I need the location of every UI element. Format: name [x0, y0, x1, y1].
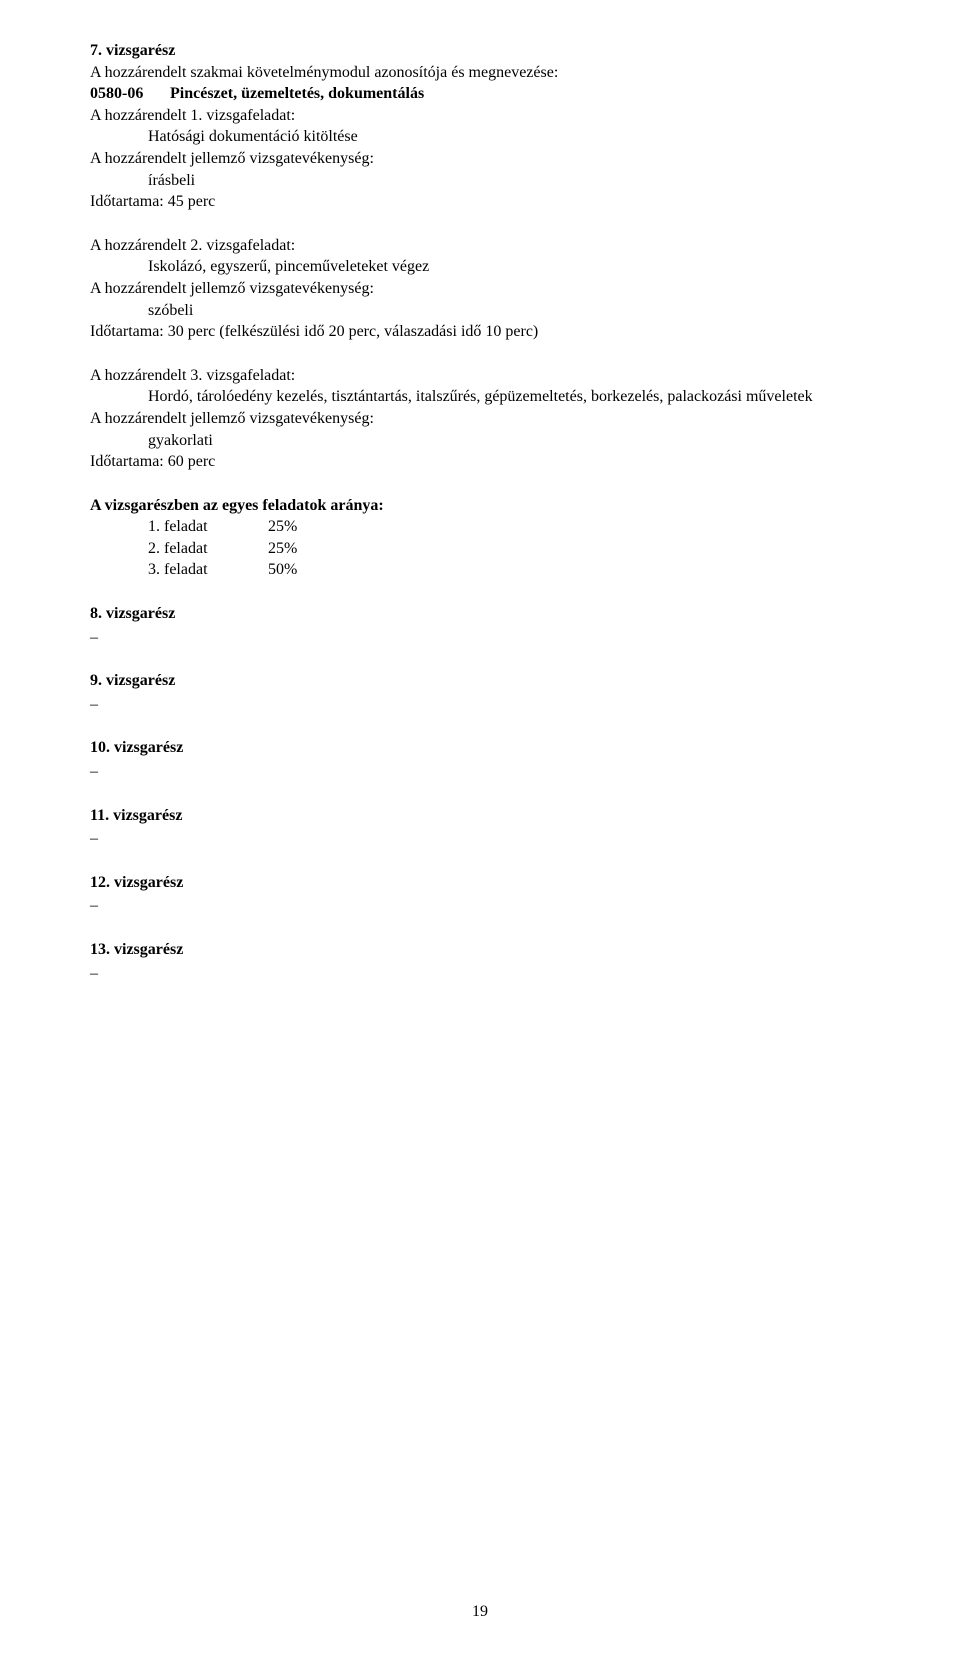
task-3-line-5: Időtartama: 60 perc	[90, 451, 870, 473]
ratio-2-label: 2. feladat	[148, 538, 268, 560]
section-10-heading: 10. vizsgarész	[90, 737, 870, 759]
ratio-row-2: 2. feladat 25%	[148, 538, 870, 560]
module-code: 0580-06	[90, 83, 170, 105]
section-7-intro: 7. vizsgarész A hozzárendelt szakmai köv…	[90, 40, 870, 213]
section-13-heading: 13. vizsgarész	[90, 939, 870, 961]
section-7-subtitle: A hozzárendelt szakmai követelménymodul …	[90, 62, 870, 84]
section-9-block: 9. vizsgarész –	[90, 670, 870, 715]
section-8-heading: 8. vizsgarész	[90, 603, 870, 625]
task-3-line-1: A hozzárendelt 3. vizsgafeladat:	[90, 365, 870, 387]
section-8-dash: –	[90, 627, 870, 649]
module-title: Pincészet, üzemeltetés, dokumentálás	[170, 83, 424, 105]
task-2-line-4: szóbeli	[90, 300, 870, 322]
task-2-line-3: A hozzárendelt jellemző vizsgatevékenysé…	[90, 278, 870, 300]
ratio-2-value: 25%	[268, 538, 297, 560]
ratio-1-label: 1. feladat	[148, 516, 268, 538]
section-11-block: 11. vizsgarész –	[90, 805, 870, 850]
task-1-line-1: A hozzárendelt 1. vizsgafeladat:	[90, 105, 870, 127]
task-3-line-4: gyakorlati	[90, 430, 870, 452]
task-3-block: A hozzárendelt 3. vizsgafeladat: Hordó, …	[90, 365, 870, 473]
ratios-heading: A vizsgarészben az egyes feladatok arány…	[90, 495, 870, 517]
ratio-1-value: 25%	[268, 516, 297, 538]
section-12-dash: –	[90, 895, 870, 917]
section-7-heading: 7. vizsgarész	[90, 40, 870, 62]
ratio-row-3: 3. feladat 50%	[148, 559, 870, 581]
task-1-line-4: írásbeli	[90, 170, 870, 192]
section-13-block: 13. vizsgarész –	[90, 939, 870, 984]
section-9-heading: 9. vizsgarész	[90, 670, 870, 692]
section-11-heading: 11. vizsgarész	[90, 805, 870, 827]
task-3-line-2: Hordó, tárolóedény kezelés, tisztántartá…	[90, 386, 870, 408]
module-code-line: 0580-06 Pincészet, üzemeltetés, dokument…	[90, 83, 870, 105]
section-11-dash: –	[90, 828, 870, 850]
task-3-line-3: A hozzárendelt jellemző vizsgatevékenysé…	[90, 408, 870, 430]
ratio-3-label: 3. feladat	[148, 559, 268, 581]
ratios-block: A vizsgarészben az egyes feladatok arány…	[90, 495, 870, 581]
section-9-dash: –	[90, 694, 870, 716]
task-1-line-3: A hozzárendelt jellemző vizsgatevékenysé…	[90, 148, 870, 170]
ratio-3-value: 50%	[268, 559, 297, 581]
section-10-dash: –	[90, 761, 870, 783]
ratio-row-1: 1. feladat 25%	[148, 516, 870, 538]
task-1-line-5: Időtartama: 45 perc	[90, 191, 870, 213]
task-2-block: A hozzárendelt 2. vizsgafeladat: Iskoláz…	[90, 235, 870, 343]
page-number: 19	[0, 1601, 960, 1623]
section-13-dash: –	[90, 963, 870, 985]
section-10-block: 10. vizsgarész –	[90, 737, 870, 782]
task-2-line-2: Iskolázó, egyszerű, pinceműveleteket vég…	[90, 256, 870, 278]
section-8-block: 8. vizsgarész –	[90, 603, 870, 648]
task-2-line-5: Időtartama: 30 perc (felkészülési idő 20…	[90, 321, 870, 343]
task-1-line-2: Hatósági dokumentáció kitöltése	[90, 126, 870, 148]
task-2-line-1: A hozzárendelt 2. vizsgafeladat:	[90, 235, 870, 257]
section-12-heading: 12. vizsgarész	[90, 872, 870, 894]
section-12-block: 12. vizsgarész –	[90, 872, 870, 917]
